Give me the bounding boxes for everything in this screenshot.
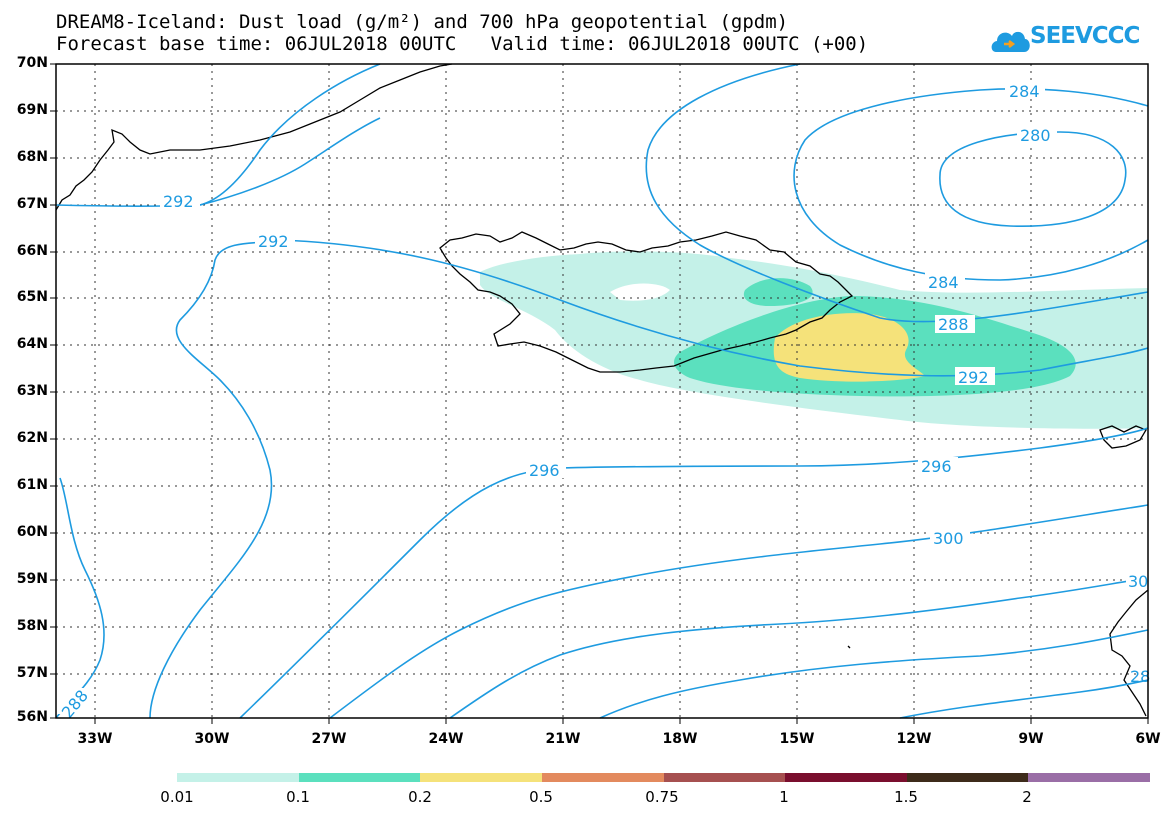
lat-label: 62N — [16, 430, 48, 446]
lat-label: 70N — [16, 55, 48, 71]
contour-292 — [149, 241, 281, 719]
map-title: DREAM8-Iceland: Dust load (g/m²) and 700… — [56, 11, 789, 33]
colorbar-label: 0.75 — [645, 788, 679, 806]
scotland-coast — [1109, 589, 1149, 717]
lon-label: 21W — [545, 731, 581, 747]
lon-label: 18W — [662, 731, 698, 747]
greenland-coast — [55, 63, 453, 211]
contour-308 — [599, 629, 1149, 719]
colorbar-cell — [785, 773, 908, 782]
colorbar-label: 0.2 — [408, 788, 432, 806]
contour-label-28x: 28 — [1130, 667, 1150, 686]
lon-label: 9W — [1018, 731, 1044, 747]
colorbar-label: 0.01 — [160, 788, 194, 806]
colorbar-cell — [663, 773, 786, 782]
lat-label: 58N — [16, 618, 48, 634]
map-frame — [55, 63, 1149, 719]
lon-label: 30W — [194, 731, 230, 747]
contour-288-west — [55, 477, 105, 719]
contour-304 — [449, 577, 1149, 719]
map-subtitle: Forecast base time: 06JUL2018 00UTC Vali… — [56, 33, 869, 55]
lat-label: 64N — [16, 336, 48, 352]
lat-label: 56N — [16, 709, 48, 725]
contour-label-30x: 30 — [1128, 572, 1148, 591]
dust-gap — [610, 283, 670, 301]
colorbar-cell — [298, 773, 421, 782]
colorbar-cell — [177, 773, 299, 782]
lat-label: 60N — [16, 524, 48, 540]
colorbar-label: 1 — [779, 788, 789, 806]
contour-292-north — [55, 117, 381, 207]
colorbar-label: 0.5 — [529, 788, 553, 806]
axis-ticks — [50, 63, 1149, 724]
lat-label: 65N — [16, 289, 48, 305]
lat-label: 59N — [16, 571, 48, 587]
contour-284 — [793, 87, 1149, 281]
lat-label: 69N — [16, 102, 48, 118]
lat-label: 68N — [16, 149, 48, 165]
contour-label-292-b: 292 — [258, 232, 289, 251]
contour-label-284-top: 284 — [1009, 82, 1040, 101]
lon-label: 33W — [77, 731, 113, 747]
contour-280 — [939, 131, 1127, 227]
colorbar-cell — [906, 773, 1029, 782]
dust-load-shading — [480, 251, 1148, 429]
contour-300 — [329, 504, 1149, 719]
colorbar-cell — [420, 773, 543, 782]
colorbar-label: 2 — [1022, 788, 1032, 806]
lon-label: 24W — [428, 731, 464, 747]
colorbar-cell — [1028, 773, 1151, 782]
contour-label-288: 288 — [938, 315, 969, 334]
lat-label: 61N — [16, 477, 48, 493]
colorbar-label: 1.5 — [894, 788, 918, 806]
contour-288-north — [199, 63, 381, 206]
lon-label: 12W — [896, 731, 932, 747]
lon-label: 6W — [1135, 731, 1161, 747]
contour-label-284-bottom: 284 — [928, 273, 959, 292]
dust-region-0-1-north — [743, 278, 813, 306]
contour-292-main — [279, 239, 1149, 377]
contour-label-296-a: 296 — [529, 461, 560, 480]
lon-label: 15W — [779, 731, 815, 747]
contour-296 — [239, 427, 1149, 719]
contour-label-292-a: 292 — [163, 192, 194, 211]
lat-label: 63N — [16, 383, 48, 399]
colorbar-cell — [541, 773, 664, 782]
lat-label: 66N — [16, 243, 48, 259]
contour-labels: 284 280 292 292 284 288 292 296 296 300 … — [55, 81, 1150, 722]
contour-label-296-b: 296 — [921, 457, 952, 476]
lat-label: 67N — [16, 196, 48, 212]
contour-label-292-c: 292 — [958, 368, 989, 387]
iceland-coast — [439, 231, 854, 373]
rockall-dot — [847, 645, 851, 649]
faroe-coast — [1099, 425, 1147, 449]
colorbar-label: 0.1 — [286, 788, 310, 806]
contour-312 — [899, 679, 1149, 719]
contour-label-300: 300 — [933, 529, 964, 548]
logo-text: SEEVCCC — [1030, 23, 1140, 49]
seevccc-logo-cloud-icon — [991, 31, 1030, 52]
lon-label: 27W — [311, 731, 347, 747]
lat-label: 57N — [16, 665, 48, 681]
dust-region-0-2 — [773, 313, 925, 382]
coastlines — [55, 63, 1149, 717]
contour-label-280: 280 — [1020, 126, 1051, 145]
